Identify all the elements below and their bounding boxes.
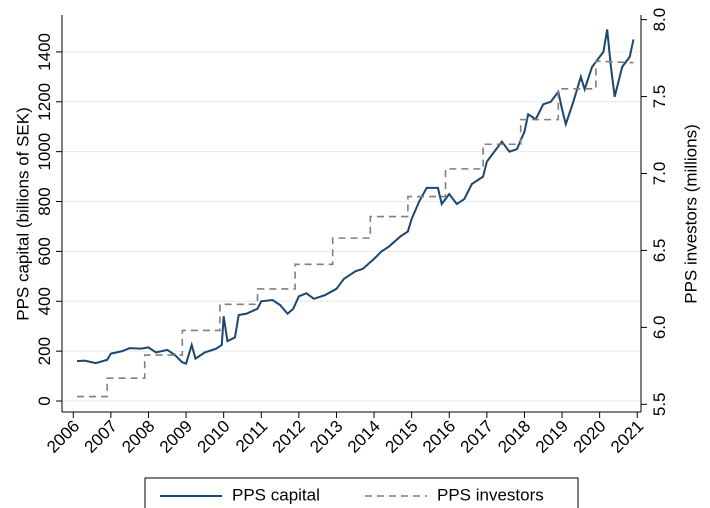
legend-label: PPS capital [232,485,320,504]
y-tick-label: 600 [35,237,54,265]
series-line [76,29,635,365]
y2-tick-label: 6.0 [650,316,669,340]
y-tick-label: 1400 [35,33,54,71]
x-tick-label: 2014 [344,417,384,457]
x-tick-label: 2017 [457,417,497,457]
y-axis-title: PPS capital (billions of SEK) [13,107,32,321]
y2-axis-title: PPS investors (millions) [681,124,700,304]
x-tick-label: 2021 [607,417,647,457]
x-tick-label: 2016 [419,417,459,457]
y-tick-label: 1000 [35,133,54,171]
x-tick-label: 2011 [232,417,271,456]
y-tick-label: 0 [35,396,54,405]
y-tick-label: 1200 [35,83,54,121]
y2-tick-label: 7.0 [650,162,669,186]
series-line [77,60,634,398]
x-tick-label: 2013 [306,417,346,457]
x-tick-label: 2018 [494,417,534,457]
x-tick-label: 2010 [193,417,233,457]
x-tick-label: 2015 [381,417,421,457]
legend-box [144,477,579,508]
y2-tick-label: 5.5 [650,392,669,416]
x-tick-label: 2020 [569,417,609,457]
x-tick-label: 2009 [156,417,196,457]
y2-tick-label: 6.5 [650,239,669,263]
x-tick-label: 2008 [118,417,158,457]
x-tick-label: 2019 [532,417,572,457]
y2-tick-label: 8.0 [650,8,669,32]
y2-tick-label: 7.5 [650,85,669,109]
x-tick-label: 2006 [43,417,83,457]
x-tick-label: 2007 [81,417,121,457]
legend-label: PPS investors [437,485,544,504]
y-tick-label: 800 [35,187,54,215]
y-tick-label: 200 [35,337,54,365]
y-tick-label: 400 [35,287,54,315]
x-tick-label: 2012 [269,417,309,457]
